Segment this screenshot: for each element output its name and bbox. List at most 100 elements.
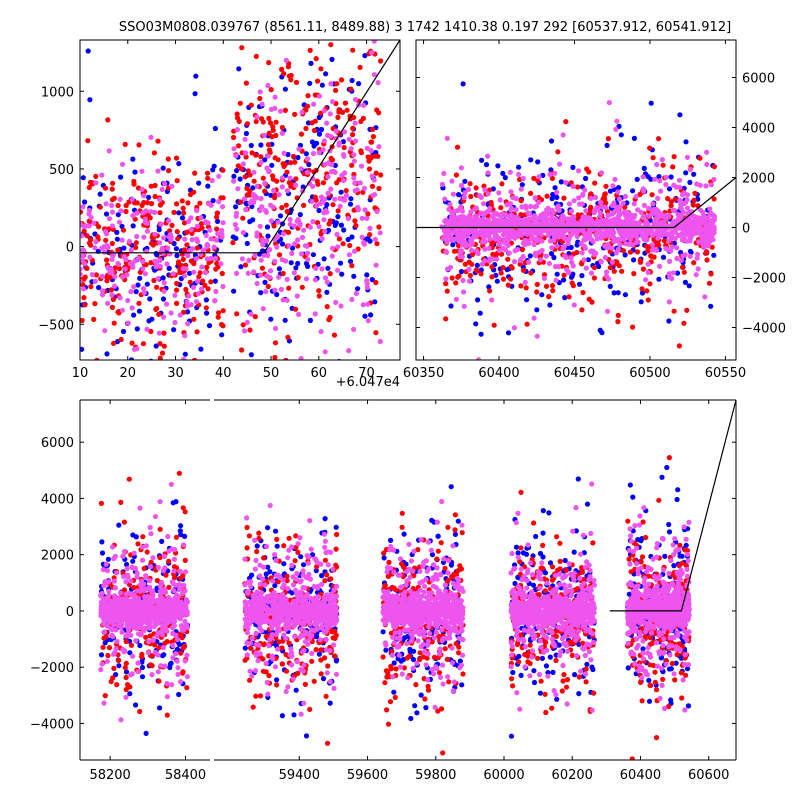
- data-point: [466, 266, 472, 272]
- data-point: [80, 204, 86, 210]
- data-point: [618, 231, 624, 237]
- data-point: [180, 505, 186, 511]
- data-point: [507, 169, 513, 175]
- data-point: [561, 277, 567, 283]
- data-point: [704, 149, 710, 155]
- data-point: [204, 170, 211, 176]
- data-point: [212, 298, 218, 304]
- data-point: [446, 679, 452, 685]
- data-point: [157, 554, 163, 561]
- data-point: [611, 238, 617, 245]
- data-point: [431, 654, 438, 660]
- data-point: [588, 248, 594, 254]
- data-point: [605, 212, 611, 218]
- data-point: [176, 210, 182, 216]
- data-point: [298, 131, 305, 137]
- data-point: [136, 255, 142, 261]
- data-point: [448, 303, 454, 309]
- data-point: [561, 195, 567, 201]
- data-point: [570, 283, 577, 289]
- data-point: [276, 252, 283, 258]
- data-point: [152, 231, 158, 237]
- data-point: [291, 374, 296, 379]
- data-point: [452, 531, 458, 538]
- data-point: [709, 244, 715, 250]
- data-point: [157, 526, 163, 532]
- data-point: [324, 456, 329, 461]
- data-point: [711, 252, 717, 258]
- data-point: [182, 557, 188, 564]
- data-point: [192, 170, 198, 176]
- data-point: [610, 183, 616, 189]
- data-point: [491, 322, 497, 328]
- data-point: [362, 53, 368, 59]
- data-point: [348, 86, 354, 92]
- data-point: [109, 269, 115, 275]
- data-point: [263, 289, 269, 295]
- data-point: [425, 687, 432, 693]
- data-point: [549, 196, 555, 202]
- data-point: [494, 256, 500, 262]
- data-point: [98, 367, 103, 372]
- data-point: [376, 185, 382, 192]
- data-point: [691, 231, 697, 237]
- data-point: [519, 204, 525, 210]
- data-point: [575, 229, 581, 235]
- data-point: [272, 583, 278, 589]
- data-point: [265, 525, 271, 531]
- data-point: [489, 297, 495, 303]
- data-point: [457, 658, 463, 664]
- data-point: [314, 220, 321, 226]
- data-point: [598, 210, 604, 216]
- data-point: [243, 80, 249, 86]
- data-point: [172, 319, 178, 326]
- data-point: [586, 230, 592, 236]
- data-point: [442, 565, 448, 571]
- data-point: [486, 245, 492, 251]
- data-point: [581, 237, 587, 243]
- data-point: [260, 119, 266, 125]
- data-point: [393, 587, 399, 593]
- data-point: [239, 256, 245, 262]
- data-point: [263, 669, 269, 675]
- data-point: [436, 670, 443, 676]
- data-point: [139, 168, 145, 174]
- data-point: [473, 205, 479, 211]
- data-point: [330, 635, 336, 641]
- data-point: [368, 139, 374, 145]
- data-point: [435, 548, 441, 554]
- data-point: [141, 290, 147, 296]
- data-point: [186, 270, 193, 276]
- data-point: [164, 261, 170, 267]
- data-point: [212, 125, 218, 132]
- data-point: [506, 230, 512, 236]
- data-point: [373, 153, 379, 159]
- data-point: [178, 532, 184, 538]
- data-point: [571, 198, 577, 204]
- data-point: [554, 696, 560, 702]
- data-point: [588, 270, 595, 276]
- data-point: [231, 146, 237, 152]
- data-point: [311, 101, 317, 107]
- data-point: [174, 178, 180, 184]
- data-point: [154, 284, 160, 290]
- data-point: [486, 258, 492, 264]
- data-point: [268, 87, 274, 93]
- data-point: [272, 287, 278, 293]
- data-point: [641, 165, 647, 171]
- data-point: [386, 559, 392, 566]
- data-point: [279, 66, 285, 72]
- data-point: [385, 573, 391, 579]
- data-point: [330, 202, 336, 208]
- data-point: [120, 328, 127, 335]
- data-point: [248, 352, 254, 358]
- data-point: [157, 355, 163, 360]
- data-point: [98, 652, 105, 658]
- data-point: [266, 168, 272, 174]
- data-point: [449, 178, 455, 184]
- data-point: [231, 288, 237, 294]
- data-point: [204, 310, 210, 316]
- data-point: [669, 229, 675, 235]
- data-point: [257, 95, 263, 102]
- data-point: [273, 528, 279, 534]
